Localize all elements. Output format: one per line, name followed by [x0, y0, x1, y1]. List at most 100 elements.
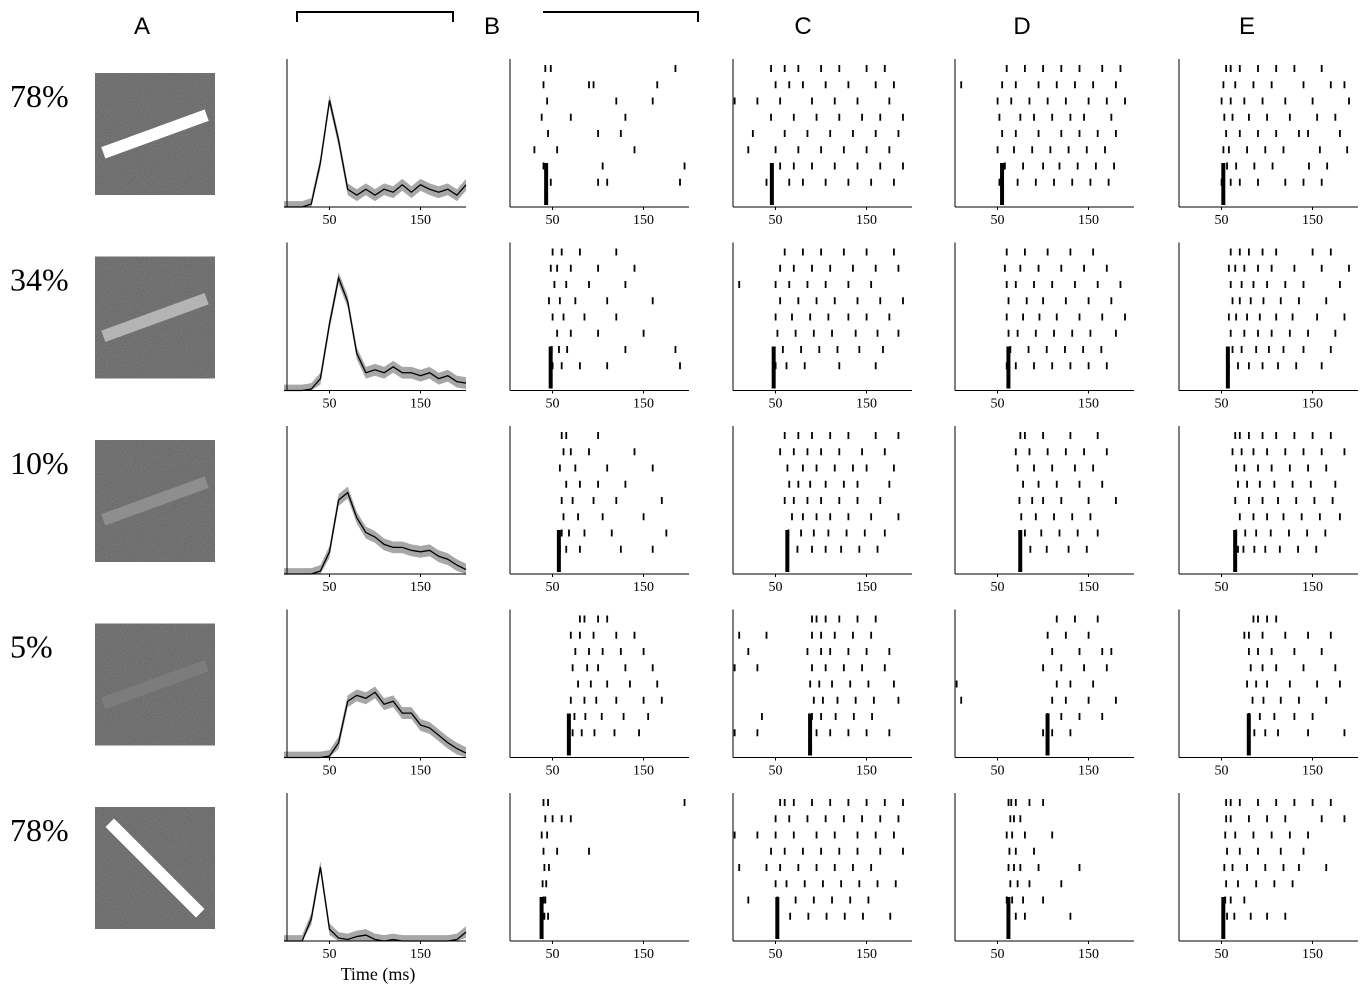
spike: [1246, 864, 1248, 871]
spike: [1042, 497, 1044, 504]
spike: [615, 631, 618, 639]
spike: [1020, 513, 1023, 521]
latency-marker: [1006, 346, 1011, 389]
spike: [822, 880, 824, 888]
spike: [809, 480, 812, 488]
spike: [852, 864, 854, 871]
spike: [1231, 346, 1234, 353]
spike: [1028, 799, 1031, 806]
spike: [615, 313, 618, 321]
spike: [1271, 162, 1274, 170]
spike: [1252, 81, 1255, 89]
x-tick-label: 150: [410, 764, 431, 779]
spike: [1042, 664, 1044, 672]
spike: [542, 847, 545, 855]
spike: [811, 432, 813, 439]
spike: [579, 631, 581, 639]
spike: [756, 831, 759, 839]
spike: [1033, 113, 1035, 121]
spike: [1016, 178, 1019, 186]
spike: [1078, 130, 1081, 137]
spike: [569, 815, 572, 823]
spike: [1316, 313, 1319, 321]
spike: [1229, 281, 1232, 288]
spike: [1288, 329, 1291, 337]
x-tick-label: 50: [991, 397, 1005, 412]
spike: [1229, 815, 1232, 823]
x-tick-label: 50: [991, 580, 1005, 595]
spike: [569, 631, 572, 639]
spike: [811, 631, 813, 639]
x-tick-label: 50: [1215, 580, 1229, 595]
spike: [802, 81, 804, 89]
spike: [838, 615, 841, 623]
spike: [802, 513, 804, 521]
spike: [774, 146, 777, 154]
spike: [579, 362, 581, 370]
x-tick-label: 150: [856, 397, 877, 412]
spike: [579, 480, 581, 488]
spike: [774, 815, 777, 823]
spike: [1282, 346, 1285, 353]
spike: [897, 329, 900, 337]
x-tick-label: 150: [410, 947, 431, 962]
spike: [852, 464, 854, 472]
spike: [838, 448, 841, 456]
spike: [874, 264, 877, 272]
spike: [1024, 831, 1026, 839]
spike: [1302, 281, 1305, 288]
spike: [1019, 432, 1022, 439]
spike: [1257, 648, 1259, 655]
spike: [683, 799, 686, 806]
spike: [589, 680, 592, 688]
spike: [1107, 178, 1110, 186]
spike: [960, 696, 963, 704]
spike: [1064, 297, 1067, 305]
spike: [779, 448, 782, 456]
spike: [874, 831, 877, 839]
spike: [879, 113, 882, 121]
x-tick-label: 150: [856, 580, 877, 595]
spike: [1071, 329, 1074, 337]
psth-line: [284, 491, 467, 575]
latency-marker: [1006, 897, 1011, 939]
spike: [883, 65, 886, 72]
spike: [902, 799, 904, 806]
spike: [847, 799, 850, 806]
row: 5% 50 150 50 150 50 150 50 150 50 150: [10, 609, 1358, 779]
spike: [560, 815, 563, 823]
spike: [553, 281, 556, 288]
spike: [1028, 880, 1031, 888]
row: 34% 50 150 50 150 50 150 50 150 50 150: [10, 242, 1358, 412]
spike: [858, 346, 861, 353]
spike: [871, 713, 873, 720]
spike: [824, 664, 827, 672]
spike: [791, 513, 793, 521]
spike: [838, 113, 841, 121]
spike: [1229, 799, 1232, 806]
spike: [1288, 680, 1291, 688]
spike: [651, 545, 654, 553]
spike: [619, 648, 622, 655]
spike: [879, 162, 882, 170]
x-axis-label: Time (ms): [341, 964, 416, 985]
spike: [1324, 529, 1327, 537]
spike: [1291, 880, 1294, 888]
spike: [1226, 847, 1228, 855]
spike: [774, 81, 777, 89]
spike: [1005, 248, 1008, 256]
spike: [838, 847, 841, 855]
spike: [560, 248, 563, 256]
spike: [1255, 529, 1258, 537]
spike: [1033, 281, 1035, 288]
spike: [1007, 329, 1010, 337]
spike: [1339, 513, 1341, 521]
spike: [829, 513, 832, 521]
x-tick-label: 50: [546, 580, 560, 595]
spike: [1313, 497, 1316, 504]
spike: [783, 65, 786, 72]
spike: [806, 497, 809, 504]
spike: [574, 648, 577, 655]
spike: [1064, 696, 1067, 704]
psth-error-band: [284, 686, 466, 758]
